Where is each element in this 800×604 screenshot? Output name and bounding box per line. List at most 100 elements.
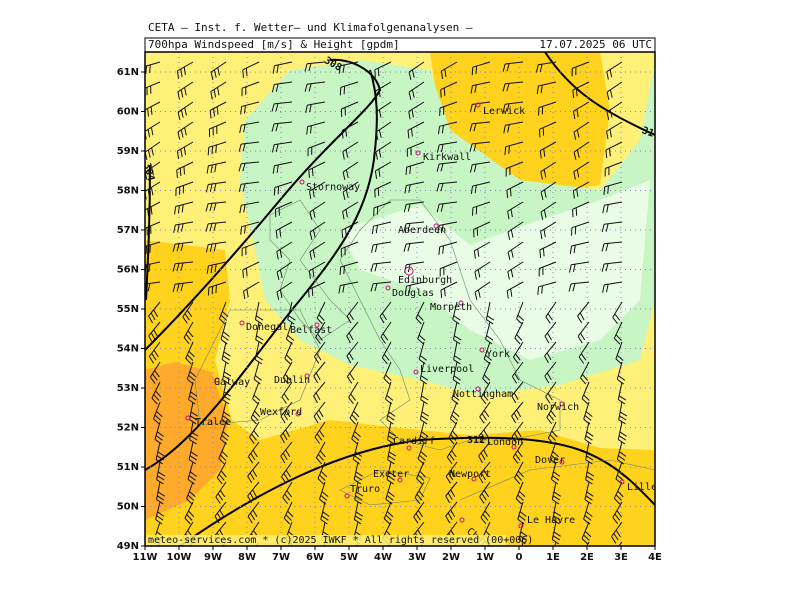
wind-barb [479, 401, 491, 424]
wind-barb [611, 521, 623, 544]
wind-barb [606, 101, 623, 120]
wind-barb [413, 501, 425, 524]
wind-barb [145, 201, 161, 219]
wind-barb [176, 61, 194, 79]
wind-barb [438, 121, 458, 135]
wind-barb [445, 481, 458, 504]
wind-barb [512, 341, 524, 364]
wind-barb [247, 501, 260, 524]
wind-barb [148, 301, 161, 324]
wind-barb [538, 101, 557, 116]
wind-barb [469, 121, 491, 132]
wind-barb [185, 341, 195, 365]
wind-barb [186, 481, 196, 505]
lat-label: 60N [117, 107, 139, 118]
wind-barb [449, 401, 460, 425]
wind-barb [305, 101, 326, 114]
wind-barb [283, 501, 294, 525]
city-dot [295, 411, 301, 417]
city-dot [518, 523, 524, 529]
wind-barb [149, 361, 161, 384]
wind-barb [315, 321, 326, 344]
wind-barb [273, 181, 293, 196]
wind-barb [408, 101, 425, 120]
wind-barb [287, 301, 296, 325]
contour [145, 164, 151, 301]
wind-barb [341, 221, 359, 239]
wind-barb [440, 81, 458, 98]
wind-barb [207, 141, 227, 156]
lon-label: 9W [204, 552, 222, 563]
wind-barb [338, 281, 359, 294]
wind-barb [275, 221, 293, 239]
city-label: Le Havre [527, 515, 575, 526]
wind-barb [583, 401, 593, 425]
title-left: 700hpa Windspeed [m/s] & Height [gpdm] [148, 38, 400, 51]
contour [145, 69, 378, 471]
lon-label: 3E [614, 552, 628, 563]
wind-barb [348, 381, 359, 405]
city-dot [299, 179, 305, 185]
wind-barb [317, 461, 328, 485]
wind-barb [243, 281, 260, 300]
city-dot [406, 445, 412, 451]
lon-label: 1E [546, 552, 560, 563]
lon-label: 1W [476, 552, 494, 563]
city-label: Kirkwall [423, 152, 471, 163]
wind-barb [452, 301, 461, 325]
wind-barb [440, 61, 458, 79]
wind-barb [353, 461, 363, 485]
wind-barb [502, 81, 524, 92]
wind-barb [240, 221, 260, 235]
wind-barb [573, 161, 590, 180]
wind-barb [313, 341, 326, 364]
lon-label: 3W [408, 552, 426, 563]
wind-barb [470, 181, 491, 195]
wind-barb [155, 441, 165, 465]
wind-barb [342, 141, 359, 160]
wind-barb [205, 181, 227, 193]
wind-barb [612, 501, 623, 525]
wind-barb [478, 421, 491, 444]
wind-barb [188, 381, 198, 405]
lon-label: 6W [306, 552, 324, 563]
wind-barb [338, 61, 359, 74]
wind-barb [156, 461, 166, 485]
wind-barb [206, 261, 227, 274]
wind-barb [470, 161, 491, 173]
wind-barb [417, 441, 428, 465]
city-label: Dublin [274, 375, 310, 386]
wind-barb [518, 521, 528, 545]
wind-barb [445, 461, 458, 484]
wind-barb [439, 101, 458, 117]
wind-barb [436, 181, 458, 192]
wind-barb [307, 141, 326, 157]
wind-barb [485, 321, 494, 345]
wind-barb [148, 321, 161, 344]
lon-label: 2W [442, 552, 460, 563]
wind-barb [145, 281, 161, 292]
wind-barb [514, 321, 524, 345]
city-label: Lerwick [483, 106, 525, 117]
wind-barb [535, 61, 557, 73]
wind-barb [583, 501, 593, 525]
map-frame [144, 51, 656, 547]
wind-barb [540, 161, 557, 180]
wind-barb [404, 281, 425, 295]
wind-barb [478, 461, 491, 484]
lat-label: 58N [117, 186, 139, 197]
wind-barb [470, 81, 491, 94]
wind-barb [417, 321, 426, 345]
wind-barb [346, 301, 359, 324]
wind-barb [507, 201, 524, 220]
wind-barb [418, 341, 427, 365]
wind-barb [154, 421, 164, 445]
city-label: Belfast [290, 325, 332, 336]
wind-barb [474, 281, 491, 301]
wind-barb [584, 421, 594, 445]
wind-barb [320, 501, 330, 525]
wind-barb [536, 81, 557, 94]
wind-barb [342, 201, 359, 220]
wind-barb [221, 401, 231, 425]
wind-barb [373, 201, 392, 216]
